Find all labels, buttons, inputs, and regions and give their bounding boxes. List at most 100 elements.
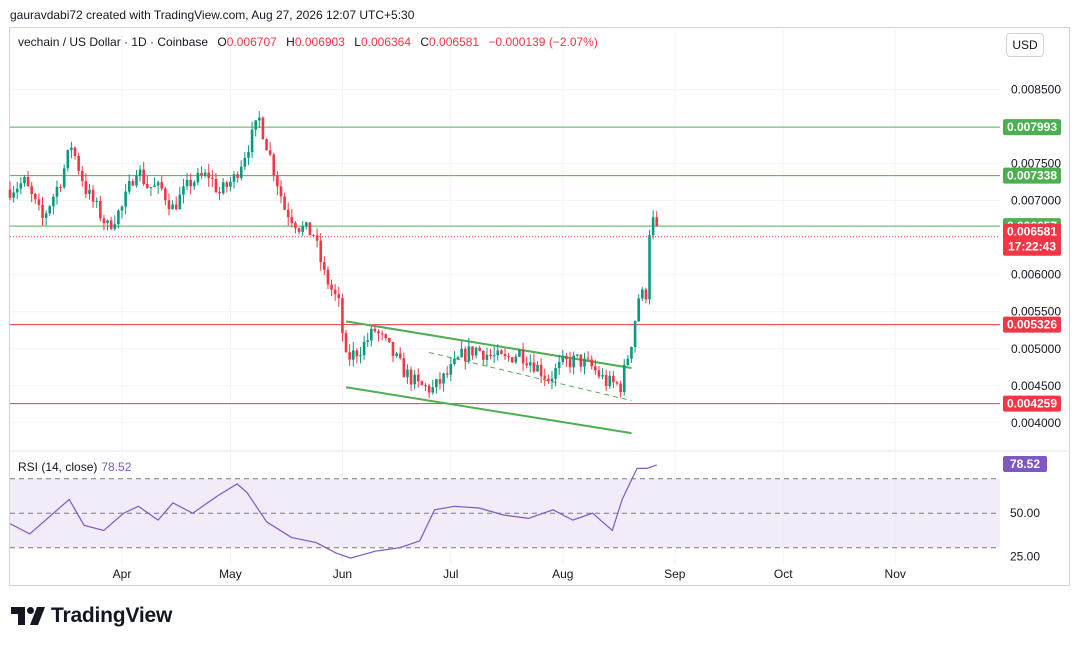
candle-body	[583, 358, 586, 367]
candle-body	[330, 284, 333, 290]
candle-body	[341, 298, 344, 334]
candle-body	[528, 362, 532, 366]
candle-body	[135, 175, 138, 186]
candle-body	[601, 375, 604, 377]
price-tick-label: 0.005000	[1011, 342, 1061, 356]
candle-body	[362, 341, 366, 356]
candle-body	[377, 331, 380, 334]
candle-body	[55, 186, 59, 197]
candle-body	[420, 381, 424, 386]
candle-body	[384, 334, 388, 338]
candle-body	[424, 385, 427, 387]
candle-body	[565, 355, 568, 360]
candle-body	[547, 378, 550, 382]
candle-body	[568, 359, 572, 368]
candle-body	[633, 321, 637, 347]
candle-body	[348, 352, 351, 360]
candle-body	[427, 385, 431, 393]
level-price-tag	[1003, 395, 1061, 412]
candle-body	[467, 346, 471, 362]
candle-body	[95, 200, 99, 202]
candle-body	[8, 189, 12, 198]
candle-body	[482, 350, 485, 360]
candle-body	[312, 235, 315, 237]
time-tick-label: Oct	[774, 567, 793, 581]
candle-body	[232, 174, 236, 182]
close-label: C	[420, 35, 430, 49]
price-tick-label: 0.005500	[1011, 305, 1061, 319]
candle-body	[518, 350, 521, 357]
candle-body	[236, 174, 239, 178]
last-price-tag	[1003, 223, 1061, 256]
candle-body	[153, 185, 156, 187]
candle-body	[370, 328, 373, 341]
candle-body	[200, 172, 203, 176]
candle-body	[474, 347, 478, 356]
candle-body	[80, 170, 84, 182]
candle-body	[279, 186, 283, 197]
candle-body	[88, 189, 91, 194]
candle-body	[351, 350, 355, 360]
candle-body	[391, 341, 395, 356]
candle-body	[619, 383, 622, 392]
time-tick-label: Apr	[113, 567, 132, 581]
candle-body	[359, 355, 362, 357]
candle-body	[561, 355, 565, 363]
candle-body	[258, 117, 261, 121]
level-price-label: 0.007993	[1007, 120, 1057, 134]
candle-body	[149, 186, 153, 188]
candle-body	[250, 129, 254, 153]
candle-body	[308, 222, 312, 236]
candle-body	[48, 206, 52, 214]
price-tick-label: 0.004000	[1011, 416, 1061, 430]
close-value: 0.006581	[429, 35, 480, 49]
candle-body	[276, 175, 279, 187]
high-label: H	[286, 35, 295, 49]
candle-body	[503, 353, 507, 357]
rsi-legend: RSI (14, close) 78.52	[18, 460, 131, 474]
candle-body	[127, 181, 131, 192]
price-tick-label: 0.007000	[1011, 194, 1061, 208]
candle-body	[214, 178, 218, 192]
candle-body	[655, 217, 659, 226]
candle-body	[156, 182, 160, 186]
time-tick-label: Nov	[885, 567, 906, 581]
candle-body	[185, 179, 189, 187]
candle-body	[62, 168, 66, 188]
candle-body	[239, 166, 243, 178]
candle-body	[142, 169, 145, 184]
candle-body	[453, 358, 456, 365]
open-label: O	[217, 35, 227, 49]
candle-body	[178, 194, 182, 210]
candle-body	[398, 353, 402, 359]
candle-body	[626, 358, 630, 365]
last-price-label: 0.006581	[1007, 225, 1057, 239]
candle-body	[622, 364, 626, 392]
candle-body	[19, 183, 23, 189]
candle-body	[182, 186, 185, 195]
price-tick-label: 0.006000	[1011, 268, 1061, 282]
candle-body	[471, 346, 474, 356]
candle-body	[514, 356, 518, 363]
level-price-tag	[1003, 167, 1061, 184]
candle-body	[192, 182, 196, 187]
candle-body	[44, 213, 48, 218]
candle-body	[283, 196, 286, 210]
candle-body	[442, 373, 445, 384]
candle-body	[485, 354, 489, 360]
candle-body	[120, 206, 124, 211]
candle-body	[203, 172, 207, 176]
symbol-name: vechain / US Dollar · 1D · Coinbase	[18, 35, 209, 49]
candle-body	[117, 210, 120, 225]
candle-body	[409, 369, 413, 385]
symbol-legend: vechain / US Dollar · 1D · Coinbase O 0.0…	[18, 35, 598, 49]
candle-body	[615, 382, 619, 384]
low-label: L	[354, 35, 361, 49]
candle-body	[221, 182, 225, 194]
candle-body	[109, 220, 113, 229]
candle-body	[294, 222, 297, 229]
currency-button[interactable]: USD	[1006, 33, 1044, 57]
candle-body	[380, 333, 384, 335]
candle-body	[373, 328, 377, 332]
